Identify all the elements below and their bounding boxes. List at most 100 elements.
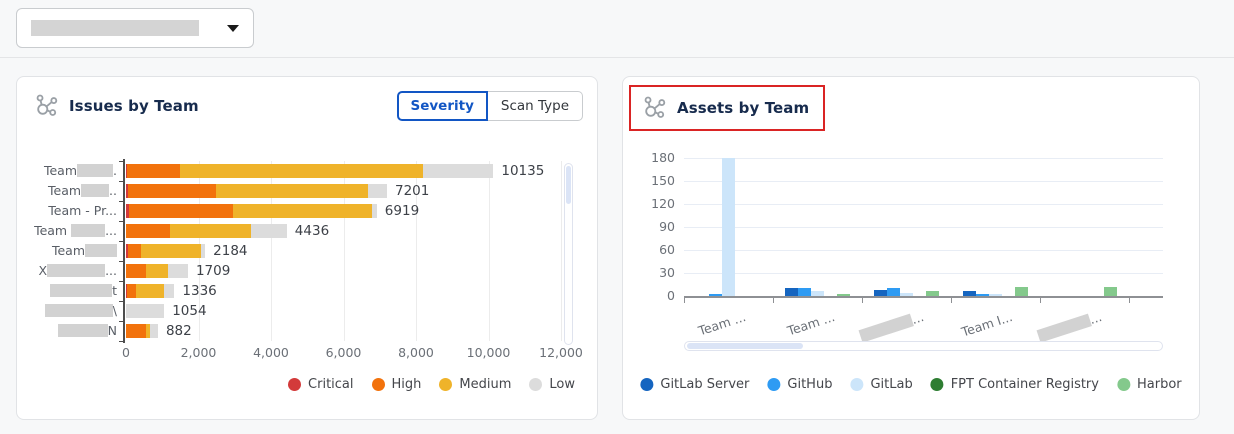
bar-segment-high — [126, 224, 170, 238]
bar-gitlab — [811, 291, 824, 296]
x-tick-label: 10,000 — [466, 345, 511, 360]
bar-gitlab — [900, 292, 913, 296]
bar-segment-high — [126, 264, 146, 278]
bar-github — [887, 288, 900, 296]
issues-x-axis-ticks: 0 2,000 4,000 6,000 8,000 10,000 12,000 — [122, 345, 583, 361]
issues-row-label: Team - Pr... — [48, 203, 117, 218]
y-tick-label: 120 — [651, 196, 675, 211]
bar-segment-low — [372, 204, 377, 218]
axis-tick — [119, 261, 124, 262]
team-filter-dropdown[interactable] — [16, 8, 254, 48]
issues-plot-area: 10135 7201 6919 4436 2184 1709 1336 1054 882 — [126, 161, 562, 341]
y-tick-label: 150 — [651, 173, 675, 188]
assets-horizontal-scrollbar[interactable] — [684, 341, 1163, 351]
gridline — [684, 227, 1163, 228]
issues-y-axis-line — [123, 159, 125, 343]
legend-label: Harbor — [1136, 377, 1182, 392]
legend-item[interactable]: Low — [529, 377, 575, 392]
axis-tick — [1129, 298, 1130, 303]
y-tick-label: 30 — [659, 265, 675, 280]
legend-label: Critical — [308, 377, 354, 392]
issues-bar-row: 2184 — [126, 241, 686, 261]
redacted-text — [47, 264, 106, 277]
bar-github — [709, 294, 722, 296]
legend-color-dot — [371, 378, 385, 391]
legend-item[interactable]: GitLab — [850, 377, 913, 392]
legend-item[interactable]: Medium — [439, 377, 511, 392]
scan-type-toggle-button[interactable]: Scan Type — [487, 91, 583, 121]
bar-segment-medium — [135, 284, 165, 298]
bar-segment-critical — [126, 164, 128, 178]
axis-tick — [119, 341, 124, 342]
issues-row-label: X... — [38, 263, 118, 278]
bar-segment-medium — [145, 324, 150, 338]
legend-item[interactable]: High — [371, 377, 421, 392]
bar-total-value: 882 — [165, 323, 192, 339]
bar-harbor — [1104, 286, 1117, 296]
assets-bar-group — [951, 158, 1040, 296]
legend-color-dot — [439, 378, 453, 391]
issues-row-label: N — [17, 321, 117, 341]
bar-segment-low — [251, 224, 287, 238]
assets-bar-group — [684, 158, 773, 296]
y-tick-label: 90 — [659, 219, 675, 234]
gridline — [684, 158, 1163, 159]
x-tick-label: 0 — [122, 345, 130, 360]
gridline — [488, 161, 490, 341]
axis-tick — [119, 241, 124, 242]
axis-tick — [1040, 298, 1041, 303]
legend-item[interactable]: Harbor — [1116, 377, 1182, 392]
legend-label: Low — [549, 377, 575, 392]
assets-x-label: Team ... — [695, 309, 748, 339]
bar-github — [976, 294, 989, 296]
axis-tick — [684, 298, 685, 303]
bar-segment-high — [127, 164, 181, 178]
issues-scrollbar-thumb[interactable] — [566, 166, 571, 204]
bar-segment-medium — [180, 164, 424, 178]
bar-segment-low — [126, 304, 165, 318]
bar-segment-high — [128, 244, 142, 258]
bar-gitlab-server — [785, 287, 798, 296]
legend-item[interactable]: Critical — [288, 377, 354, 392]
issues-row-label: Team — [17, 241, 117, 261]
bar-segment-high — [127, 184, 216, 198]
assets-scrollbar-thumb[interactable] — [687, 343, 803, 349]
bar-segment-medium — [141, 244, 202, 258]
issues-legend: Critical High Medium Low — [288, 377, 575, 392]
issues-card-title: Issues by Team — [69, 97, 199, 115]
redacted-text — [71, 224, 106, 237]
bar-segment-low — [149, 324, 158, 338]
header-divider — [0, 57, 1234, 58]
bar-harbor — [926, 291, 939, 296]
cluster-icon — [33, 93, 59, 119]
assets-x-axis-line — [684, 296, 1163, 298]
axis-tick — [119, 321, 124, 322]
y-tick-label: 0 — [667, 288, 675, 303]
bar-segment-medium — [232, 204, 373, 218]
legend-label: FPT Container Registry — [950, 377, 1099, 392]
issues-row-label: Team. — [43, 163, 117, 178]
bar-github — [798, 287, 811, 296]
axis-tick — [119, 181, 124, 182]
bar-total-value: 1709 — [195, 263, 231, 279]
issues-row-label: Team ... — [34, 223, 117, 238]
gridline — [684, 204, 1163, 205]
legend-item[interactable]: GitLab Server — [640, 377, 749, 392]
y-tick-label: 60 — [659, 242, 675, 257]
bar-segment-high — [126, 324, 146, 338]
gridline — [561, 161, 562, 341]
bar-segment-low — [168, 264, 188, 278]
issues-vertical-scrollbar[interactable] — [564, 163, 573, 345]
red-highlight-box: Assets by Team — [629, 85, 826, 131]
issues-bar-row: 1054 — [126, 301, 686, 321]
y-tick-label: 180 — [651, 150, 675, 165]
x-tick-label: 2,000 — [180, 345, 217, 360]
bar-segment-critical — [126, 204, 130, 218]
bar-segment-low — [423, 164, 494, 178]
issues-bar-row: 882 — [126, 321, 686, 341]
severity-toggle-button[interactable]: Severity — [396, 91, 488, 121]
legend-item[interactable]: FPT Container Registry — [930, 377, 1099, 392]
bar-gitlab — [722, 158, 735, 296]
legend-item[interactable]: GitHub — [767, 377, 832, 392]
